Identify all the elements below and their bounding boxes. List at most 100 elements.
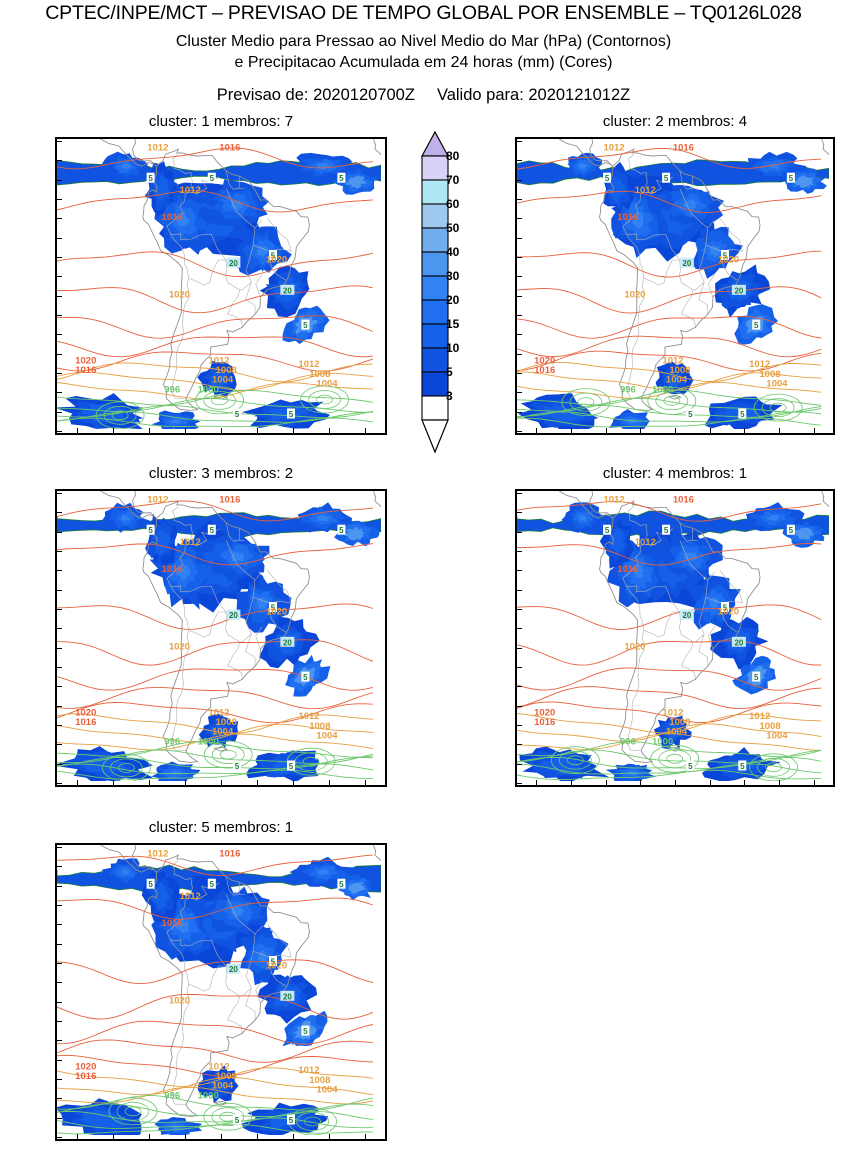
- map-plot-cluster-3[interactable]: 5 5 5 5 5 5 5 20 20 1012 1016 1012 1016 1020 1020 1012 1…: [55, 489, 387, 787]
- y-axis-tickmark: [57, 570, 62, 572]
- svg-text:1012: 1012: [635, 537, 656, 548]
- y-axis-tickmark: [57, 1001, 62, 1003]
- svg-text:1004: 1004: [766, 379, 788, 390]
- x-axis-tick: 100W: [525, 434, 547, 435]
- y-axis-tickmark: [517, 237, 522, 239]
- x-axis-tickmark: [329, 1134, 330, 1139]
- y-axis-tickmark: [57, 705, 62, 707]
- svg-text:5: 5: [339, 526, 344, 535]
- svg-text:1020: 1020: [169, 290, 190, 301]
- y-axis-tickmark: [57, 783, 62, 784]
- y-axis-tickmark: [517, 141, 522, 142]
- y-axis-tickmark: [57, 1117, 62, 1119]
- svg-text:5: 5: [210, 526, 215, 535]
- svg-text:1000: 1000: [198, 384, 219, 395]
- x-axis-tickmark: [185, 428, 186, 433]
- panel-cluster-2: cluster: 2 membros: 4 5 5 5 5 5 5 5 20 20 1012 101…: [515, 113, 835, 435]
- x-axis-tickmark: [571, 780, 572, 785]
- y-axis-tickmark: [57, 1079, 62, 1080]
- x-axis-tick: 60W: [212, 1140, 229, 1141]
- svg-text:1020: 1020: [718, 255, 739, 266]
- x-axis-tick: 70W: [632, 786, 649, 787]
- svg-text:1016: 1016: [162, 212, 183, 223]
- map-plot-cluster-2[interactable]: 5 5 5 5 5 5 5 20 20 1012 1016 1012 1016 1020 1020 1012 1…: [515, 137, 835, 435]
- colorbar-tick-label: 3: [446, 389, 453, 403]
- x-axis-tick: 50W: [248, 434, 265, 435]
- x-axis-tick: 20W: [356, 1140, 373, 1141]
- x-axis-tickmark: [675, 780, 676, 785]
- svg-text:1008: 1008: [309, 721, 330, 732]
- map-plot-cluster-5[interactable]: 5 5 5 5 5 5 5 20 20 1012 1016 1012 1016 1020 1020 1012 1…: [55, 843, 387, 1141]
- svg-text:1020: 1020: [75, 1061, 96, 1072]
- y-axis-tickmark: [517, 218, 522, 220]
- svg-text:1008: 1008: [216, 1071, 237, 1082]
- x-axis-tickmark: [185, 1134, 186, 1139]
- x-axis-tickmark: [149, 1134, 150, 1139]
- x-axis-tick: 30W: [320, 786, 337, 787]
- svg-text:1008: 1008: [309, 1075, 330, 1086]
- x-axis-tick: 80W: [597, 786, 614, 787]
- x-axis-tickmark: [640, 780, 642, 785]
- y-axis-tickmark: [517, 647, 522, 649]
- svg-text:996: 996: [620, 736, 636, 747]
- svg-text:1008: 1008: [669, 717, 690, 728]
- svg-text:5: 5: [289, 410, 294, 419]
- svg-text:20: 20: [229, 611, 238, 620]
- svg-text:1012: 1012: [635, 185, 656, 196]
- svg-text:1012: 1012: [180, 537, 201, 548]
- svg-text:5: 5: [235, 762, 240, 771]
- svg-text:5: 5: [754, 321, 759, 330]
- x-axis-tick: 60W: [212, 786, 229, 787]
- y-axis-tickmark: [517, 551, 522, 552]
- x-axis-tick: 50W: [701, 434, 718, 435]
- y-axis-tickmark: [517, 199, 522, 200]
- svg-text:5: 5: [148, 174, 153, 183]
- svg-text:1004: 1004: [212, 375, 234, 386]
- svg-text:1012: 1012: [604, 495, 625, 506]
- svg-text:1020: 1020: [624, 290, 645, 301]
- y-axis-tickmark: [57, 353, 62, 355]
- x-axis-tickmark: [813, 780, 815, 785]
- map-plot-cluster-4[interactable]: 5 5 5 5 5 5 5 20 20 1012 1016 1012 1016 1020 1020 1012 1…: [515, 489, 835, 787]
- svg-text:5: 5: [664, 174, 669, 183]
- svg-text:5: 5: [271, 958, 276, 967]
- subtitle-line-2: e Precipitacao Acumulada em 24 horas (mm…: [234, 54, 613, 71]
- panel-cluster-1: cluster: 1 membros: 7 5 5 5 5 5 5 5 20 20 1012 101…: [55, 113, 387, 435]
- x-axis-tick: 60W: [666, 434, 683, 435]
- map-plot-cluster-1[interactable]: 5 5 5 5 5 5 5 20 20 1012 1016 1012 1016 1020 1020 1012 1…: [55, 137, 387, 435]
- x-axis-tick: 90W: [104, 786, 121, 787]
- svg-text:1008: 1008: [760, 369, 781, 380]
- svg-text:20: 20: [283, 638, 292, 647]
- y-axis-tickmark: [57, 160, 62, 162]
- y-axis-tickmark: [57, 141, 62, 142]
- x-axis-tick: 100W: [66, 434, 88, 435]
- precipitation-colorbar: 80 70 60 50 40 30 20 15 10 5 3: [420, 130, 480, 454]
- svg-text:1012: 1012: [749, 711, 770, 722]
- svg-text:1020: 1020: [266, 255, 287, 266]
- svg-text:1012: 1012: [180, 185, 201, 196]
- svg-text:5: 5: [688, 762, 693, 771]
- svg-text:5: 5: [148, 880, 153, 889]
- svg-text:1008: 1008: [216, 365, 237, 376]
- y-axis-tickmark: [57, 1059, 62, 1061]
- x-axis-tick: 20W: [805, 434, 822, 435]
- y-axis-tickmark: [517, 570, 522, 572]
- svg-text:1012: 1012: [208, 355, 229, 366]
- svg-text:5: 5: [754, 673, 759, 682]
- svg-text:5: 5: [303, 1027, 308, 1036]
- x-axis-tickmark: [257, 780, 258, 785]
- svg-text:20: 20: [682, 611, 691, 620]
- x-axis-tickmark: [536, 428, 538, 433]
- svg-text:20: 20: [283, 286, 292, 295]
- y-axis-tickmark: [57, 334, 62, 336]
- x-axis-tick: 50W: [248, 1140, 265, 1141]
- x-axis-tick: 50W: [248, 786, 265, 787]
- x-axis-tick: 20W: [356, 786, 373, 787]
- x-axis-tick: 80W: [140, 434, 157, 435]
- svg-text:1016: 1016: [75, 1071, 96, 1082]
- y-axis-tickmark: [517, 276, 522, 278]
- x-axis-tick: 90W: [562, 786, 579, 787]
- svg-text:996: 996: [164, 1090, 180, 1101]
- x-axis-tickmark: [293, 1134, 294, 1139]
- svg-text:1012: 1012: [147, 849, 168, 860]
